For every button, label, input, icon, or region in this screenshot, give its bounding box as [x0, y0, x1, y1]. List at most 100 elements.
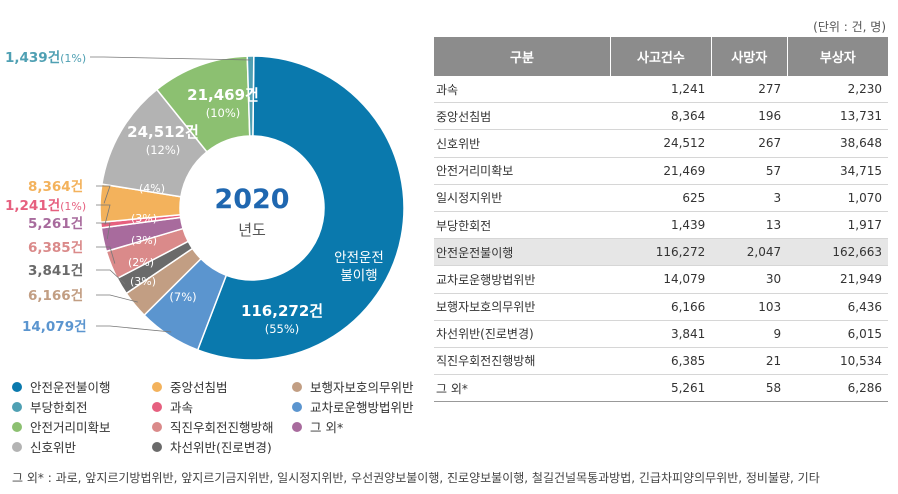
- table-cell: 13,731: [787, 102, 888, 131]
- legend-label: 중앙선침범: [170, 380, 228, 395]
- table-cell: 2,047: [711, 238, 788, 267]
- table-row: 차선위반(진로변경) 3,841 9 6,015: [434, 320, 888, 348]
- table-cell: 30: [711, 265, 788, 294]
- table-cell: 과속: [434, 76, 611, 104]
- table-cell: 6,286: [787, 374, 888, 403]
- slice-0: [196, 55, 405, 361]
- legend-item: 중앙선침범: [152, 378, 292, 395]
- table-row: 보행자보호의무위반 6,166 103 6,436: [434, 293, 888, 321]
- leader-line-10: [90, 56, 251, 61]
- table-cell: 안전운전불이행: [434, 238, 611, 267]
- table-cell: 10,534: [787, 347, 888, 376]
- legend-label: 차선위반(진로변경): [170, 440, 272, 455]
- center-year: 2020: [214, 184, 289, 215]
- table-cell: 차선위반(진로변경): [434, 320, 611, 348]
- leader-line-2: [96, 294, 138, 303]
- center-suffix: 년도: [238, 221, 266, 239]
- legend-dot: [152, 441, 162, 452]
- pct-label-8: (12%): [146, 143, 181, 157]
- table-cell: 일시정지위반: [434, 184, 611, 212]
- table-header-cell: 부상자: [787, 37, 888, 76]
- legend-item: 그 외*: [292, 418, 432, 435]
- outer-pct-6: (1%): [60, 200, 86, 213]
- legend-dot: [292, 421, 302, 432]
- table-cell: 57: [711, 157, 788, 185]
- table-cell: 625: [610, 184, 712, 212]
- table-cell: 6,015: [787, 320, 888, 348]
- legend-dot: [12, 401, 22, 412]
- table-row: 중앙선침범 8,364 196 13,731: [434, 102, 888, 131]
- table-cell: 1,917: [787, 211, 888, 240]
- table-cell: 21,949: [787, 265, 888, 294]
- table-cell: 103: [711, 293, 788, 321]
- table-row: 그 외* 5,261 58 6,286: [434, 374, 888, 403]
- table-cell: 3: [711, 184, 788, 212]
- table-cell: 교차로운행방법위반: [434, 265, 611, 294]
- table-cell: 14,079: [610, 265, 712, 294]
- outer-label-3: 3,841건: [28, 262, 83, 279]
- legend-item: 안전거리미확보: [12, 418, 152, 435]
- table-cell: 21,469: [610, 157, 712, 185]
- pct-label-0: (55%): [265, 322, 300, 336]
- legend-item: 직진우회전진행방해: [152, 418, 292, 435]
- leader-line-4: [96, 246, 116, 264]
- table-row: 신호위반 24,512 267 38,648: [434, 129, 888, 158]
- inside-slice-name-0: 안전운전: [334, 250, 384, 266]
- outer-label-10: 1,439건(1%): [5, 49, 86, 66]
- table-cell: 3,841: [610, 320, 712, 348]
- table-cell: 신호위반: [434, 129, 611, 158]
- table-cell: 6,385: [610, 347, 712, 376]
- legend-item: 과속: [152, 398, 292, 415]
- table-cell: 13: [711, 211, 788, 240]
- legend-dot: [12, 421, 22, 432]
- table-cell: 38,648: [787, 129, 888, 158]
- table-row: 일시정지위반 625 3 1,070: [434, 184, 888, 212]
- table-header-cell: 사망자: [711, 37, 788, 76]
- pct-label-3: (2%): [128, 256, 154, 269]
- pct-label-2: (3%): [130, 275, 156, 288]
- leader-line-7: [96, 185, 111, 204]
- slice-10: [246, 55, 255, 137]
- table-cell: 196: [711, 102, 788, 131]
- legend-dot: [152, 381, 162, 392]
- table-cell: 24,512: [610, 129, 712, 158]
- table-row: 부당한회전 1,439 13 1,917: [434, 211, 888, 240]
- leader-line-5: [96, 222, 111, 239]
- legend-label: 직진우회전진행방해: [170, 420, 274, 435]
- legend-dot: [152, 421, 162, 432]
- inside-slice-name-1: 불이행: [340, 268, 377, 284]
- table-cell: 277: [711, 76, 788, 104]
- table-row: 직진우회전진행방해 6,385 21 10,534: [434, 347, 888, 376]
- outer-label-2: 6,166건: [28, 287, 83, 304]
- legend-item: 차선위반(진로변경): [152, 438, 292, 455]
- legend-item: 안전운전불이행: [12, 378, 152, 395]
- outer-label-4: 6,385건: [28, 239, 83, 256]
- pct-label-5: (3%): [131, 212, 157, 225]
- table-cell: 부당한회전: [434, 211, 611, 240]
- table-header-cell: 구분: [434, 37, 611, 76]
- pct-label-9: (10%): [206, 106, 241, 120]
- leader-line-3: [96, 269, 126, 285]
- table-row: 과속 1,241 277 2,230: [434, 76, 888, 104]
- table-cell: 21: [711, 347, 788, 376]
- outer-label-1: 14,079건: [22, 318, 87, 335]
- donut-chart: 안전운전불이행 116,272건 (55%) (7%) 24,512건 (12%) 21,4…: [5, 49, 405, 361]
- legend-dot: [12, 381, 22, 392]
- legend-item: 교차로운행방법위반: [292, 398, 432, 415]
- table-cell: 162,663: [787, 238, 888, 267]
- table-cell: 1,241: [610, 76, 712, 104]
- legend-label: 과속: [170, 400, 194, 415]
- data-table: 구분 사고건수 사망자 부상자 과속 1,241 277 2,230 중앙선침범 8,364 19…: [434, 37, 888, 403]
- table-cell: 267: [711, 129, 788, 158]
- pct-label-4: (3%): [131, 234, 157, 247]
- table-row: 안전운전불이행 116,272 2,047 162,663: [434, 238, 888, 267]
- legend-label: 보행자보호의무위반: [310, 380, 414, 395]
- table-cell: 중앙선침범: [434, 102, 611, 131]
- table-cell: 9: [711, 320, 788, 348]
- pct-label-7: (4%): [139, 182, 165, 195]
- legend-item: 부당한회전: [12, 398, 152, 415]
- table-cell: 1,439: [610, 211, 712, 240]
- unit-note: (단위 : 건, 명): [813, 20, 886, 34]
- table-cell: 34,715: [787, 157, 888, 185]
